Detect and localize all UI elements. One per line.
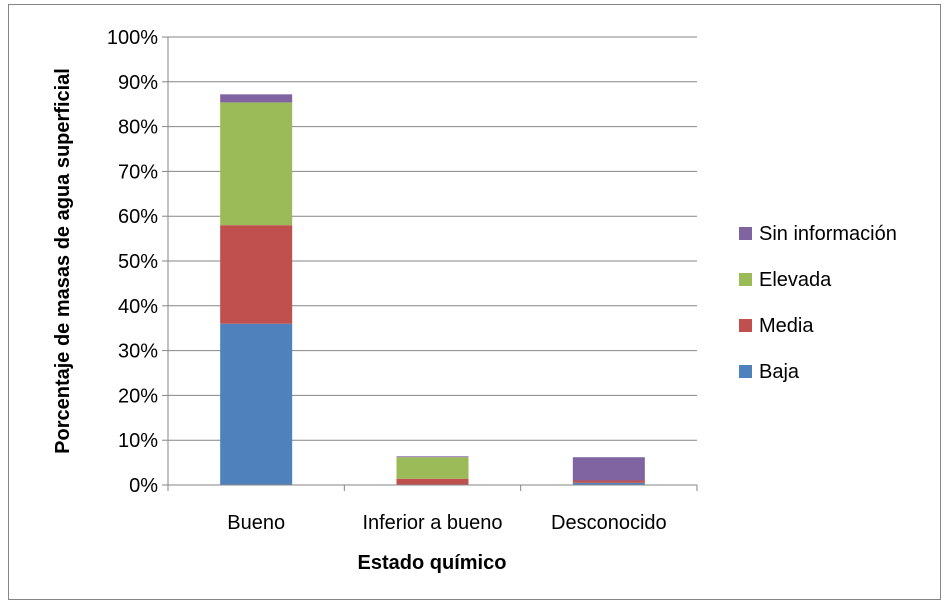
legend-swatch xyxy=(739,227,752,240)
y-tick-label: 0% xyxy=(129,475,158,497)
legend-label: Elevada xyxy=(759,269,832,291)
y-tick-label: 50% xyxy=(118,251,158,273)
bars xyxy=(220,94,645,485)
bar-segment xyxy=(572,482,645,485)
y-tick-label: 100% xyxy=(107,27,158,49)
legend-label: Sin información xyxy=(759,223,897,245)
bar-segment xyxy=(396,456,469,458)
y-axis-title: Porcentaje de masas de agua superficial xyxy=(52,68,74,454)
x-axis-title: Estado químico xyxy=(358,552,507,574)
y-tick-label: 60% xyxy=(118,206,158,228)
x-category-label: Bueno xyxy=(227,512,285,534)
bar-segment xyxy=(220,94,293,103)
legend-label: Baja xyxy=(759,361,800,383)
y-tick-label: 20% xyxy=(118,385,158,407)
y-tick-label: 80% xyxy=(118,117,158,139)
bar-segment xyxy=(396,478,469,485)
legend: Sin información Elevada Media Baja xyxy=(739,223,897,383)
legend-label: Media xyxy=(759,315,814,337)
bar-segment xyxy=(572,457,645,481)
legend-swatch xyxy=(739,365,752,378)
tick-labels: 0% 10% 20% 30% 40% 50% 60% 70% 80% 90% 100% Bueno In… xyxy=(107,27,667,534)
y-tick-label: 10% xyxy=(118,430,158,452)
y-tick-label: 90% xyxy=(118,72,158,94)
y-tick-label: 30% xyxy=(118,341,158,363)
y-tick-label: 70% xyxy=(118,161,158,183)
bar-segment xyxy=(220,323,293,485)
y-tick-label: 40% xyxy=(118,296,158,318)
axes xyxy=(162,36,698,491)
bar-segment xyxy=(396,457,469,479)
x-category-label: Inferior a bueno xyxy=(362,512,502,534)
bar-segment xyxy=(220,102,293,226)
chart-frame: 0% 10% 20% 30% 40% 50% 60% 70% 80% 90% 100% Bueno In… xyxy=(8,4,941,600)
stacked-bar-chart: 0% 10% 20% 30% 40% 50% 60% 70% 80% 90% 100% Bueno In… xyxy=(52,27,897,574)
legend-swatch xyxy=(739,273,752,286)
legend-swatch xyxy=(739,319,752,332)
x-category-label: Desconocido xyxy=(551,512,667,534)
bar-segment xyxy=(220,225,293,324)
bar-segment xyxy=(572,480,645,483)
